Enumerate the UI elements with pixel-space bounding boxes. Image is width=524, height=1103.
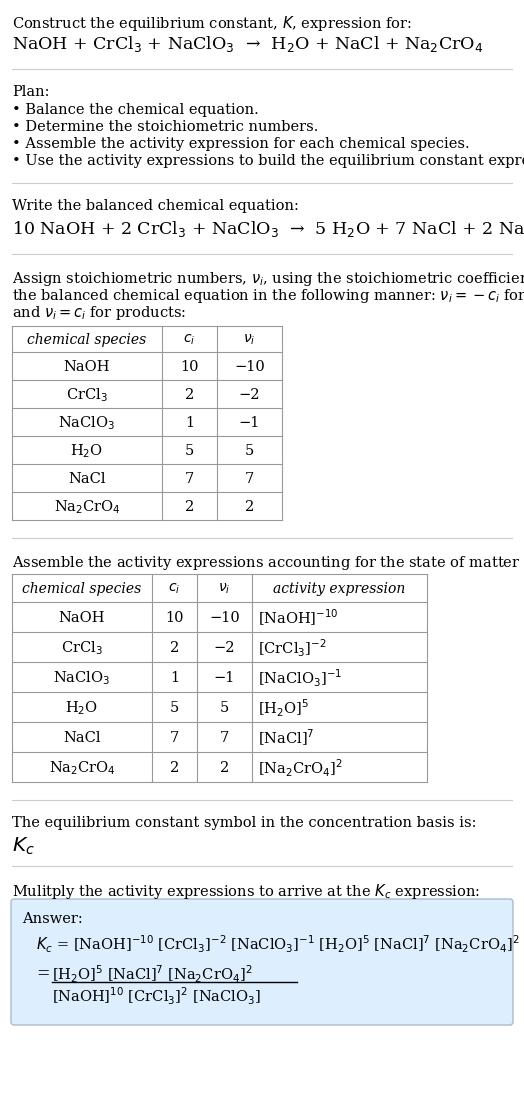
Text: 2: 2 [170,641,179,655]
Text: 10 NaOH + 2 CrCl$_3$ + NaClO$_3$  →  5 H$_2$O + 7 NaCl + 2 Na$_2$CrO$_4$: 10 NaOH + 2 CrCl$_3$ + NaClO$_3$ → 5 H$_… [12,219,524,239]
Text: NaCl: NaCl [68,472,106,486]
Text: H$_2$O: H$_2$O [66,699,99,717]
Text: [CrCl$_3$]$^{-2}$: [CrCl$_3$]$^{-2}$ [258,638,326,658]
Text: Answer:: Answer: [22,912,83,927]
Text: CrCl$_3$: CrCl$_3$ [66,386,108,404]
Text: chemical species: chemical species [23,582,141,596]
Text: 7: 7 [220,731,229,745]
FancyBboxPatch shape [11,899,513,1025]
Text: [NaCl]$^7$: [NaCl]$^7$ [258,728,314,748]
Text: [Na$_2$CrO$_4$]$^2$: [Na$_2$CrO$_4$]$^2$ [258,758,343,779]
Text: Mulitply the activity expressions to arrive at the $K_c$ expression:: Mulitply the activity expressions to arr… [12,882,480,901]
Text: −2: −2 [239,388,260,401]
Text: Na$_2$CrO$_4$: Na$_2$CrO$_4$ [53,499,121,516]
Text: NaClO$_3$: NaClO$_3$ [53,670,111,687]
Text: 2: 2 [185,500,194,514]
Text: 2: 2 [170,761,179,775]
Text: $c_i$: $c_i$ [168,581,181,597]
Text: $K_c$ = [NaOH]$^{-10}$ [CrCl$_3$]$^{-2}$ [NaClO$_3$]$^{-1}$ [H$_2$O]$^5$ [NaCl]$: $K_c$ = [NaOH]$^{-10}$ [CrCl$_3$]$^{-2}$… [36,934,519,955]
Text: $\nu_i$: $\nu_i$ [243,333,256,347]
Text: [NaOH]$^{-10}$: [NaOH]$^{-10}$ [258,608,339,629]
Text: 2: 2 [185,388,194,401]
Text: [NaClO$_3$]$^{-1}$: [NaClO$_3$]$^{-1}$ [258,667,342,688]
Text: 5: 5 [245,445,254,458]
Text: NaOH: NaOH [59,611,105,625]
Text: Assemble the activity expressions accounting for the state of matter and $\nu_i$: Assemble the activity expressions accoun… [12,554,524,572]
Text: the balanced chemical equation in the following manner: $\nu_i = -c_i$ for react: the balanced chemical equation in the fo… [12,287,524,306]
Text: −10: −10 [209,611,240,625]
Text: The equilibrium constant symbol in the concentration basis is:: The equilibrium constant symbol in the c… [12,816,476,829]
Text: Write the balanced chemical equation:: Write the balanced chemical equation: [12,199,299,213]
Text: • Balance the chemical equation.: • Balance the chemical equation. [12,103,259,117]
Text: 2: 2 [220,761,229,775]
Text: Plan:: Plan: [12,85,49,99]
Text: NaCl: NaCl [63,731,101,745]
Text: 1: 1 [170,671,179,685]
Text: Na$_2$CrO$_4$: Na$_2$CrO$_4$ [49,759,115,777]
Text: [NaOH]$^{10}$ [CrCl$_3$]$^2$ [NaClO$_3$]: [NaOH]$^{10}$ [CrCl$_3$]$^2$ [NaClO$_3$] [52,986,261,1007]
Text: −1: −1 [214,671,235,685]
Text: CrCl$_3$: CrCl$_3$ [61,639,103,657]
Text: and $\nu_i = c_i$ for products:: and $\nu_i = c_i$ for products: [12,304,187,322]
Text: [H$_2$O]$^5$: [H$_2$O]$^5$ [258,697,309,719]
Text: NaOH: NaOH [64,360,110,374]
Text: 7: 7 [170,731,179,745]
Text: 1: 1 [185,416,194,430]
Text: NaClO$_3$: NaClO$_3$ [58,414,116,432]
Text: H$_2$O: H$_2$O [70,442,104,460]
Text: −1: −1 [239,416,260,430]
Text: $K_c$: $K_c$ [12,836,35,857]
Text: • Determine the stoichiometric numbers.: • Determine the stoichiometric numbers. [12,120,319,133]
Text: −10: −10 [234,360,265,374]
Text: 5: 5 [185,445,194,458]
Text: • Assemble the activity expression for each chemical species.: • Assemble the activity expression for e… [12,137,470,151]
Text: =: = [36,965,49,983]
Text: −2: −2 [214,641,235,655]
Text: 10: 10 [180,360,199,374]
Text: Assign stoichiometric numbers, $\nu_i$, using the stoichiometric coefficients, $: Assign stoichiometric numbers, $\nu_i$, … [12,270,524,288]
Text: 5: 5 [220,702,229,715]
Text: 5: 5 [170,702,179,715]
Text: chemical species: chemical species [27,333,147,347]
Text: activity expression: activity expression [274,582,406,596]
Text: [H$_2$O]$^5$ [NaCl]$^7$ [Na$_2$CrO$_4$]$^2$: [H$_2$O]$^5$ [NaCl]$^7$ [Na$_2$CrO$_4$]$… [52,964,253,985]
Text: $c_i$: $c_i$ [183,333,195,347]
Text: 10: 10 [165,611,184,625]
Text: 7: 7 [185,472,194,486]
Text: 2: 2 [245,500,254,514]
Text: • Use the activity expressions to build the equilibrium constant expression.: • Use the activity expressions to build … [12,154,524,168]
Text: NaOH + CrCl$_3$ + NaClO$_3$  →  H$_2$O + NaCl + Na$_2$CrO$_4$: NaOH + CrCl$_3$ + NaClO$_3$ → H$_2$O + N… [12,34,483,54]
Text: $\nu_i$: $\nu_i$ [219,581,231,597]
Text: Construct the equilibrium constant, $K$, expression for:: Construct the equilibrium constant, $K$,… [12,14,412,33]
Text: 7: 7 [245,472,254,486]
